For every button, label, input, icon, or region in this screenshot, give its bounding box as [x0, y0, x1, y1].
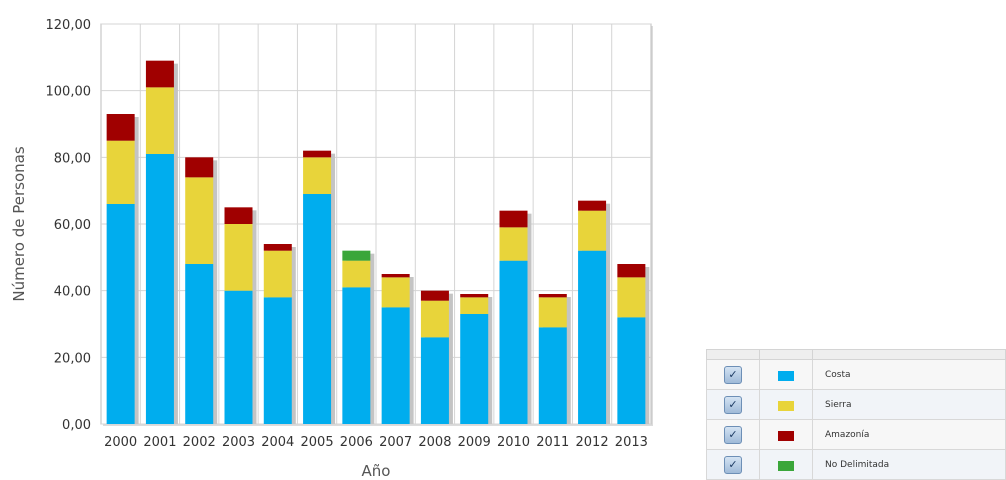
checkbox-no-delimitada[interactable]: ✓: [724, 456, 742, 475]
bar-segment-amazon-a: [420, 290, 449, 301]
x-tick-label: 2004: [261, 435, 294, 450]
bar-segment-amazon-a: [224, 207, 253, 224]
bar-segment-sierra: [342, 260, 371, 288]
swatch-amazonia: [778, 430, 794, 441]
bar-segment-costa: [303, 194, 332, 424]
bar-segment-amazon-a: [106, 114, 135, 141]
bar-segment-sierra: [538, 297, 567, 328]
bar-segment-sierra: [420, 300, 449, 338]
legend-row-amazonia[interactable]: ✓ Amazonía: [706, 419, 1006, 450]
x-tick-label: 2002: [183, 435, 216, 450]
y-axis-title: Número de Personas: [10, 146, 28, 301]
bar-segment-no-delimitada: [342, 250, 371, 261]
bar-segment-costa: [381, 307, 410, 424]
stacked-bar-chart: 0,00 20,00 40,00 60,00 80,00 100,00 120,00 200…: [10, 18, 653, 479]
legend-header-cell: [759, 349, 813, 360]
bar-segment-amazon-a: [538, 294, 567, 298]
legend-header-cell: [812, 349, 1006, 360]
legend-row-sierra[interactable]: ✓ Sierra: [706, 389, 1006, 420]
bar-segment-sierra: [106, 140, 135, 204]
bar-segment-sierra: [224, 224, 253, 291]
bar-segment-amazon-a: [617, 264, 646, 278]
x-tick-label: 2003: [222, 435, 255, 450]
bar-segment-sierra: [145, 87, 174, 154]
bar-segment-sierra: [499, 227, 528, 261]
bar-segment-amazon-a: [578, 200, 607, 211]
bar-segment-sierra: [460, 297, 489, 314]
bar-segment-sierra: [617, 277, 646, 318]
bar-segment-costa: [224, 290, 253, 424]
y-axis-ticks: 0,00 20,00 40,00 60,00 80,00 100,00 120,00: [46, 18, 92, 433]
bar-segment-amazon-a: [263, 244, 292, 251]
swatch-costa: [778, 370, 794, 381]
x-tick-label: 2011: [536, 435, 569, 450]
bar-segment-costa: [499, 260, 528, 424]
legend-label-sierra: Sierra: [812, 389, 1006, 420]
legend-label-costa: Costa: [812, 359, 1006, 390]
x-tick-label: 2007: [379, 435, 412, 450]
bar-segment-amazon-a: [303, 150, 332, 158]
bar-segment-amazon-a: [185, 157, 214, 178]
y-tick-label: 80,00: [54, 151, 91, 166]
x-tick-label: 2000: [104, 435, 137, 450]
bar-segment-costa: [185, 264, 214, 424]
swatch-sierra: [778, 400, 794, 411]
legend-label-no-delimitada: No Delimitada: [812, 449, 1006, 480]
x-tick-label: 2006: [340, 435, 373, 450]
y-tick-label: 120,00: [46, 18, 92, 33]
grid-lines: [101, 23, 651, 425]
legend-header-cell: [706, 349, 760, 360]
bar-segment-costa: [578, 250, 607, 424]
bar-segment-amazon-a: [381, 274, 410, 278]
swatch-no-delimitada: [778, 460, 794, 471]
bar-segment-sierra: [263, 250, 292, 298]
x-tick-label: 2013: [615, 435, 648, 450]
bar-segment-amazon-a: [460, 294, 489, 298]
bar-segment-costa: [106, 204, 135, 424]
bar-segment-costa: [263, 297, 292, 424]
x-axis-title: Año: [362, 462, 391, 479]
bar-segment-sierra: [381, 277, 410, 308]
x-tick-label: 2001: [143, 435, 176, 450]
legend-row-costa[interactable]: ✓ Costa: [706, 359, 1006, 390]
y-tick-label: 20,00: [54, 351, 91, 366]
x-tick-label: 2009: [458, 435, 491, 450]
y-tick-label: 40,00: [54, 285, 91, 300]
bar-segment-costa: [460, 314, 489, 424]
bar-segment-sierra: [578, 210, 607, 251]
y-tick-label: 60,00: [54, 218, 91, 233]
bar-segment-costa: [342, 287, 371, 424]
legend-row-no-delimitada[interactable]: ✓ No Delimitada: [706, 449, 1006, 480]
bar-segment-sierra: [185, 177, 214, 264]
bar-segment-costa: [420, 337, 449, 424]
x-axis-ticks: 2000 2001 2002 2003 2004 2005 2006 2007 2008 2009…: [104, 435, 648, 450]
y-tick-label: 0,00: [62, 418, 91, 433]
legend-table: ✓ Costa ✓ Sierra ✓ Amazonía ✓ No Delimit…: [706, 349, 1006, 480]
bar-segment-sierra: [303, 157, 332, 194]
bar-segment-costa: [145, 154, 174, 424]
checkbox-costa[interactable]: ✓: [724, 366, 742, 385]
bars: [106, 60, 650, 425]
bar-segment-costa: [617, 317, 646, 424]
x-tick-label: 2012: [576, 435, 609, 450]
legend-label-amazonia: Amazonía: [812, 419, 1006, 450]
bar-segment-costa: [538, 327, 567, 424]
bar-segment-amazon-a: [145, 60, 174, 88]
bar-segment-amazon-a: [499, 210, 528, 228]
x-tick-label: 2008: [418, 435, 451, 450]
checkbox-amazonia[interactable]: ✓: [724, 426, 742, 445]
x-tick-label: 2010: [497, 435, 530, 450]
y-tick-label: 100,00: [46, 85, 92, 100]
legend-header-row: [706, 349, 1006, 360]
x-tick-label: 2005: [301, 435, 334, 450]
checkbox-sierra[interactable]: ✓: [724, 396, 742, 415]
